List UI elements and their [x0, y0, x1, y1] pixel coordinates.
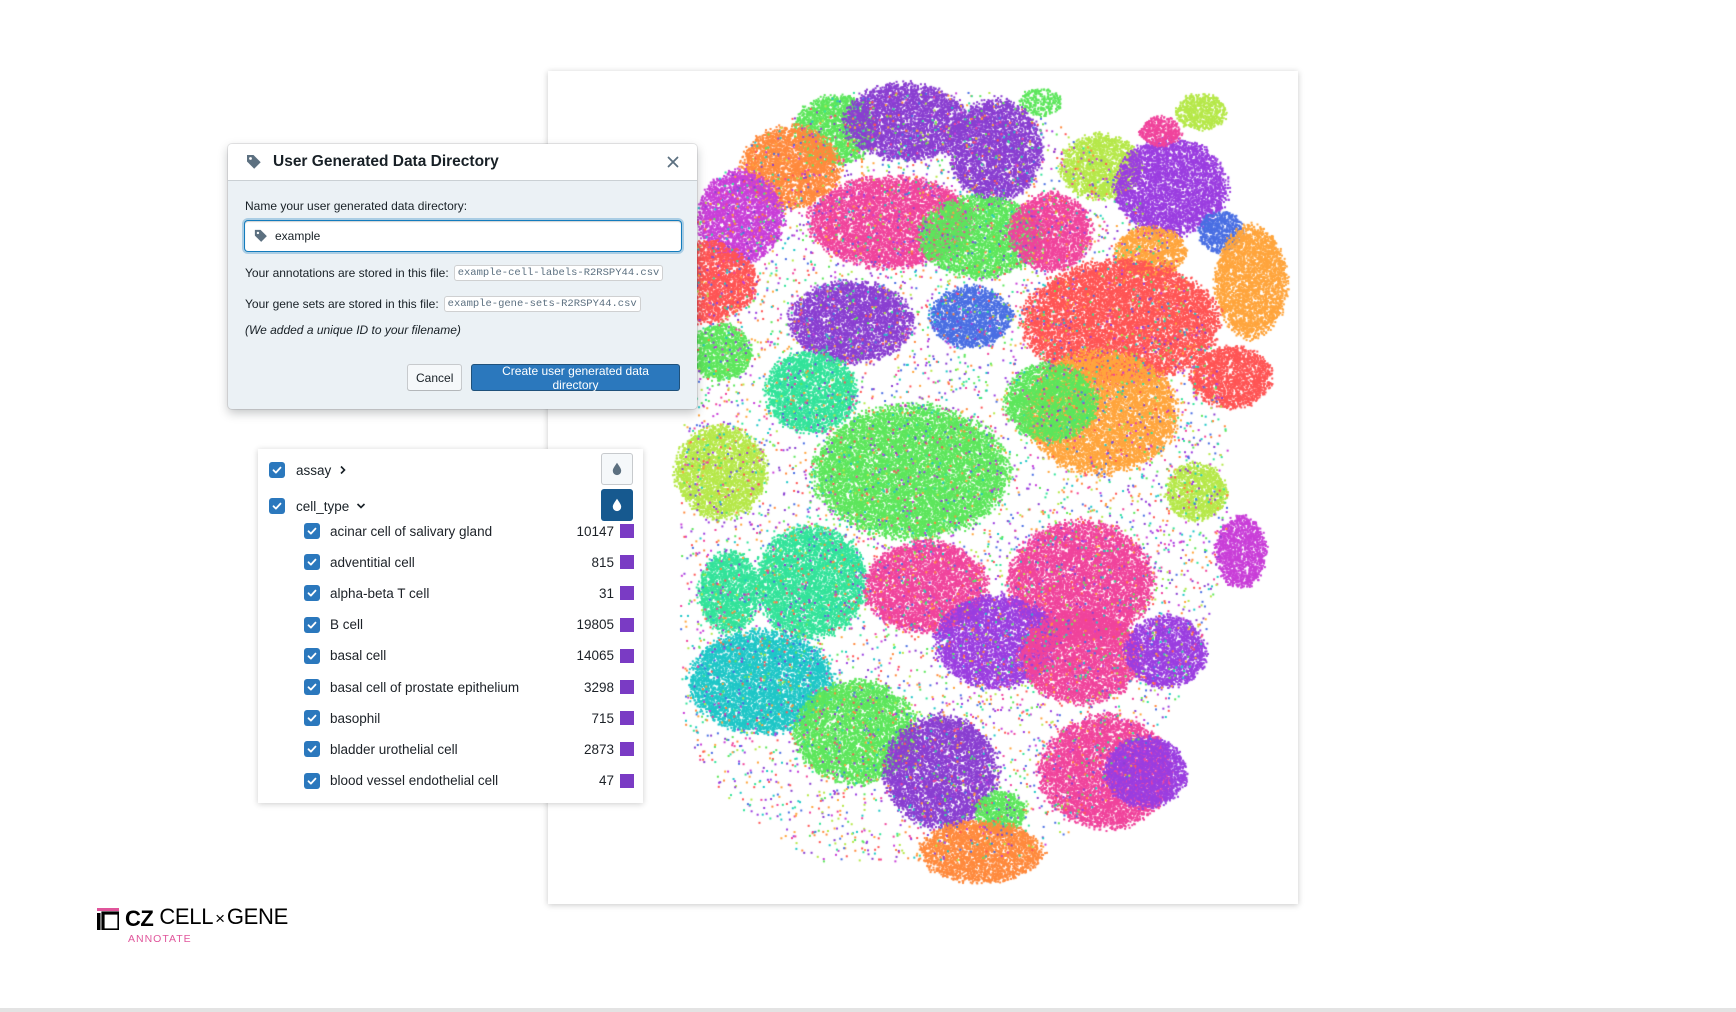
value-checkbox[interactable]	[304, 679, 320, 695]
annotations-file-name: example-cell-labels-R2RSPY44.csv	[453, 265, 664, 281]
value-color-swatch	[620, 711, 634, 726]
logo-product-name: CELL ×GENE	[159, 906, 288, 930]
cell-type-color-by-button[interactable]	[601, 489, 633, 521]
check-icon	[307, 746, 317, 753]
assay-color-by-button[interactable]	[601, 453, 633, 485]
category-assay[interactable]: assay	[269, 462, 349, 478]
value-color-swatch	[620, 648, 634, 663]
assay-checkbox[interactable]	[269, 462, 285, 478]
value-color-swatch	[620, 680, 634, 694]
annotations-file-label: Your annotations are stored in this file…	[245, 266, 449, 280]
value-count: 47	[598, 773, 614, 789]
value-color-swatch	[620, 617, 634, 632]
cell-type-value-row[interactable]: bladder urothelial cell 2873	[304, 738, 634, 760]
close-button[interactable]	[661, 150, 685, 174]
cell-type-label: cell_type	[296, 498, 350, 514]
value-color-swatch	[620, 773, 634, 788]
value-label: adventitial cell	[330, 554, 415, 570]
value-count: 715	[591, 710, 614, 726]
logo-times: ×	[215, 909, 225, 928]
value-label: basophil	[330, 710, 381, 726]
value-count: 815	[591, 554, 614, 570]
value-checkbox[interactable]	[304, 772, 320, 789]
cell-type-value-row[interactable]: adventitial cell 815	[304, 551, 634, 573]
value-checkbox[interactable]	[304, 710, 320, 727]
cancel-button[interactable]: Cancel	[407, 364, 462, 391]
value-checkbox[interactable]	[304, 647, 320, 664]
annotations-file-line: Your annotations are stored in this file…	[245, 264, 680, 282]
value-label: blood vessel endothelial cell	[330, 773, 499, 789]
check-icon	[307, 714, 317, 722]
cell-type-value-row[interactable]: basophil 715	[304, 707, 634, 729]
cell-type-value-row[interactable]: basal cell of prostate epithelium 3298	[304, 676, 634, 698]
genesets-file-label: Your gene sets are stored in this file:	[245, 297, 439, 311]
tag-icon	[247, 155, 261, 169]
categories-panel: assay cell_type acinar cell of salivary …	[258, 449, 643, 803]
cell-type-value-row[interactable]: alpha-beta T cell 31	[304, 582, 634, 604]
category-cell-type[interactable]: cell_type	[269, 498, 367, 514]
droplet-icon	[612, 498, 622, 512]
value-label: bladder urothelial cell	[330, 741, 458, 757]
close-icon	[667, 156, 679, 168]
genesets-file-name: example-gene-sets-R2RSPY44.csv	[443, 296, 641, 312]
logo-cz-text: CZ	[125, 906, 154, 931]
cz-cellxgene-logo: CZ CELL ×GENE ANNOTATE	[97, 904, 288, 945]
value-count: 3298	[583, 679, 614, 695]
logo-name-left: CELL	[159, 904, 214, 929]
value-checkbox[interactable]	[304, 585, 320, 602]
value-color-swatch	[620, 742, 634, 757]
tag-icon	[254, 229, 267, 242]
create-directory-button[interactable]: Create user generated data directory	[471, 364, 680, 392]
cell-type-value-row[interactable]: blood vessel endothelial cell 47	[304, 770, 634, 792]
directory-name-field[interactable]	[245, 221, 681, 251]
chevron-right-icon[interactable]	[337, 464, 349, 476]
genesets-file-line: Your gene sets are stored in this file: …	[245, 295, 680, 313]
cell-type-value-row[interactable]: basal cell 14065	[304, 645, 634, 667]
directory-name-label: Name your user generated data directory:	[245, 199, 468, 213]
value-label: acinar cell of salivary gland	[330, 523, 493, 539]
cell-type-value-row[interactable]: acinar cell of salivary gland 10147	[304, 520, 634, 542]
logo-name-right: GENE	[226, 904, 288, 929]
value-label: basal cell	[330, 648, 387, 664]
check-icon	[307, 683, 317, 691]
user-data-directory-dialog: User Generated Data Directory Name your …	[228, 144, 697, 409]
logo-subtitle: ANNOTATE	[128, 933, 192, 945]
dialog-header: User Generated Data Directory	[228, 144, 697, 180]
value-count: 2873	[583, 741, 614, 757]
cell-type-value-row[interactable]: B cell 19805	[304, 614, 634, 636]
dialog-footer: Cancel Create user generated data direct…	[407, 364, 680, 392]
droplet-icon	[612, 462, 622, 476]
unique-id-note: (We added a unique ID to your filename)	[245, 323, 461, 337]
check-icon	[307, 621, 317, 629]
value-label: basal cell of prostate epithelium	[330, 679, 520, 695]
dialog-body: Name your user generated data directory:…	[228, 180, 697, 337]
value-color-swatch	[620, 586, 634, 601]
value-checkbox[interactable]	[304, 616, 320, 633]
value-count: 31	[598, 585, 614, 601]
check-icon	[307, 558, 317, 566]
check-icon	[307, 527, 317, 535]
dialog-title: User Generated Data Directory	[273, 153, 499, 170]
check-icon	[307, 652, 317, 660]
check-icon	[272, 502, 282, 510]
check-icon	[307, 590, 317, 597]
check-icon	[272, 466, 282, 474]
value-checkbox[interactable]	[304, 523, 320, 539]
check-icon	[307, 777, 317, 785]
value-color-swatch	[620, 524, 634, 538]
value-color-swatch	[620, 555, 634, 570]
value-count: 19805	[576, 617, 614, 633]
value-count: 10147	[576, 523, 614, 539]
cell-type-checkbox[interactable]	[269, 498, 285, 514]
directory-name-input[interactable]	[275, 221, 665, 251]
assay-label: assay	[296, 462, 332, 478]
page-bottom-rule	[0, 1008, 1736, 1012]
value-count: 14065	[576, 648, 614, 664]
value-label: alpha-beta T cell	[330, 585, 430, 601]
value-checkbox[interactable]	[304, 554, 320, 571]
chevron-down-icon[interactable]	[355, 500, 367, 512]
value-checkbox[interactable]	[304, 741, 320, 758]
cz-logo-mark-icon	[97, 908, 119, 930]
value-label: B cell	[330, 617, 364, 633]
